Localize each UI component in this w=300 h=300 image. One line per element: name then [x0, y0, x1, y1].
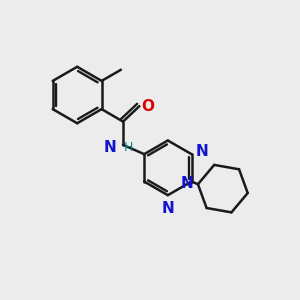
Text: H: H — [116, 141, 134, 154]
Text: N: N — [161, 201, 174, 216]
Text: N: N — [180, 176, 193, 191]
Text: O: O — [142, 99, 154, 114]
Text: N: N — [195, 144, 208, 159]
Text: N: N — [104, 140, 116, 155]
